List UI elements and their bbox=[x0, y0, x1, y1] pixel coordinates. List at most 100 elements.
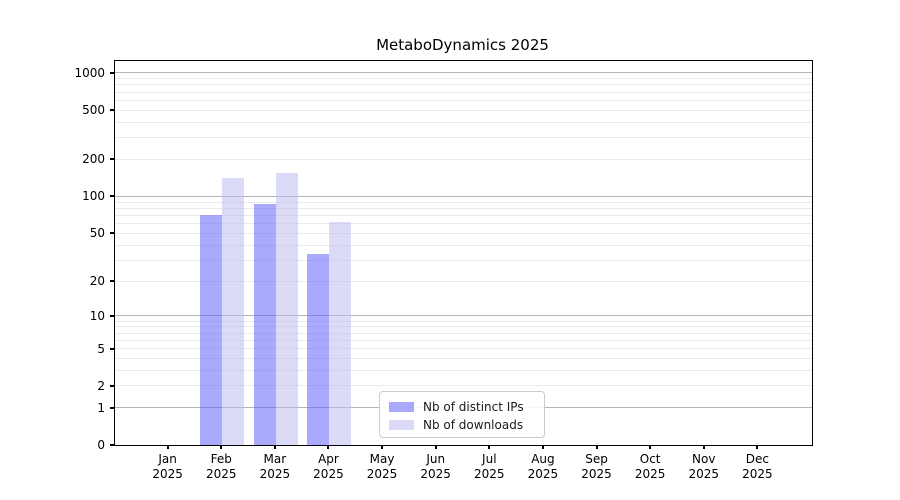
y-axis-tick-label: 5 bbox=[97, 341, 105, 356]
gridline-major bbox=[115, 195, 812, 197]
x-tick-month: Sep bbox=[585, 452, 608, 466]
x-tick-month: Jan bbox=[158, 452, 177, 466]
gridlines-layer bbox=[115, 61, 812, 445]
gridline-minor bbox=[115, 332, 812, 334]
y-axis-tick-label: 100 bbox=[82, 189, 105, 204]
gridline-minor bbox=[115, 320, 812, 322]
y-axis-tick-label: 1000 bbox=[74, 65, 105, 80]
x-tick-year: 2025 bbox=[527, 467, 559, 481]
gridline-minor bbox=[115, 244, 812, 246]
x-tick-mark bbox=[327, 445, 330, 449]
gridline-minor bbox=[115, 223, 812, 225]
x-tick-month: Nov bbox=[692, 452, 716, 466]
x-tick-mark bbox=[649, 445, 652, 449]
gridline-minor bbox=[115, 259, 812, 261]
x-tick-mark bbox=[381, 445, 384, 449]
y-tick-mark bbox=[110, 158, 114, 161]
x-tick-month: Jun bbox=[426, 452, 446, 466]
x-tick-mark bbox=[702, 445, 705, 449]
y-axis-tick-label: 0 bbox=[97, 438, 105, 452]
x-axis-tick-label: Nov 2025 bbox=[674, 452, 734, 482]
x-tick-year: 2025 bbox=[259, 467, 291, 481]
gridline-minor bbox=[115, 326, 812, 328]
bar-downloads bbox=[222, 178, 245, 445]
x-tick-mark bbox=[434, 445, 437, 449]
x-axis-tick-label: Oct 2025 bbox=[620, 452, 680, 482]
gridline-minor bbox=[115, 357, 812, 359]
x-tick-year: 2025 bbox=[742, 467, 773, 481]
x-axis-tick-label: Feb 2025 bbox=[191, 452, 251, 482]
bar-distinct-ips bbox=[200, 214, 223, 445]
y-axis-tick-label: 20 bbox=[89, 274, 105, 289]
x-axis-tick-label: Aug 2025 bbox=[513, 452, 573, 482]
x-tick-mark bbox=[166, 445, 169, 449]
x-tick-month: Mar bbox=[263, 452, 287, 466]
x-tick-month: Jul bbox=[482, 452, 497, 466]
gridline-minor bbox=[115, 84, 812, 86]
legend-label-downloads: Nb of downloads bbox=[423, 418, 524, 432]
gridline-minor bbox=[115, 232, 812, 234]
x-axis-tick-label: Jun 2025 bbox=[406, 452, 466, 482]
x-tick-month: Dec bbox=[745, 452, 769, 466]
gridline-major bbox=[115, 315, 812, 317]
y-axis-tick-label: 50 bbox=[89, 226, 105, 241]
gridline-minor bbox=[115, 91, 812, 93]
gridline-minor bbox=[115, 207, 812, 209]
legend-item-downloads: Nb of downloads bbox=[389, 417, 535, 433]
x-tick-mark bbox=[488, 445, 491, 449]
gridline-minor bbox=[115, 78, 812, 80]
x-tick-month: Oct bbox=[639, 452, 661, 466]
gridline-minor bbox=[115, 109, 812, 111]
gridline-minor bbox=[115, 385, 812, 387]
x-axis-tick-label: Sep 2025 bbox=[567, 452, 627, 482]
x-tick-year: 2025 bbox=[581, 467, 612, 481]
y-axis-tick-label: 1 bbox=[97, 400, 105, 415]
x-axis-tick-label: Mar 2025 bbox=[245, 452, 305, 482]
x-tick-year: 2025 bbox=[152, 467, 183, 481]
gridline-minor bbox=[115, 369, 812, 371]
x-tick-year: 2025 bbox=[634, 467, 666, 481]
gridline-minor bbox=[115, 280, 812, 282]
y-tick-mark bbox=[110, 444, 114, 446]
x-tick-mark bbox=[220, 445, 223, 449]
gridline-minor bbox=[115, 201, 812, 203]
x-tick-year: 2025 bbox=[474, 467, 505, 481]
y-tick-mark bbox=[110, 232, 114, 235]
legend-swatch-distinct-ips bbox=[389, 402, 414, 412]
gridline-minor bbox=[115, 339, 812, 341]
x-axis-tick-label: May 2025 bbox=[352, 452, 412, 482]
chart-title: MetaboDynamics 2025 bbox=[376, 36, 549, 54]
x-tick-month: Apr bbox=[318, 452, 339, 466]
x-tick-month: Aug bbox=[531, 452, 555, 466]
x-tick-year: 2025 bbox=[688, 467, 720, 481]
gridline-minor bbox=[115, 158, 812, 160]
y-tick-mark bbox=[110, 195, 114, 198]
x-tick-month: Feb bbox=[210, 452, 232, 466]
x-tick-month: May bbox=[369, 452, 395, 466]
bars-layer bbox=[115, 61, 812, 445]
y-tick-mark bbox=[110, 109, 114, 112]
gridline-minor bbox=[115, 99, 812, 101]
x-tick-year: 2025 bbox=[420, 467, 451, 481]
x-axis-tick-label: Jul 2025 bbox=[459, 452, 519, 482]
bar-distinct-ips bbox=[253, 204, 276, 445]
legend-label-distinct-ips: Nb of distinct IPs bbox=[423, 400, 524, 414]
x-axis-tick-label: Jan 2025 bbox=[138, 452, 198, 482]
gridline-minor bbox=[115, 348, 812, 349]
legend: Nb of distinct IPs Nb of downloads bbox=[379, 391, 545, 438]
x-tick-year: 2025 bbox=[313, 467, 344, 481]
y-tick-mark bbox=[110, 71, 114, 74]
gridline-minor bbox=[115, 137, 812, 139]
gridline-major bbox=[115, 72, 812, 74]
y-axis-tick-label: 10 bbox=[89, 308, 105, 323]
y-axis-tick-label: 2 bbox=[97, 378, 105, 393]
x-tick-mark bbox=[756, 445, 759, 449]
y-tick-mark bbox=[110, 280, 114, 283]
bar-downloads bbox=[275, 173, 298, 445]
x-axis-tick-label: Apr 2025 bbox=[298, 452, 358, 482]
legend-swatch-downloads bbox=[389, 420, 414, 430]
y-tick-mark bbox=[110, 314, 114, 317]
x-tick-mark bbox=[273, 445, 276, 449]
y-axis-tick-label: 500 bbox=[82, 103, 105, 118]
